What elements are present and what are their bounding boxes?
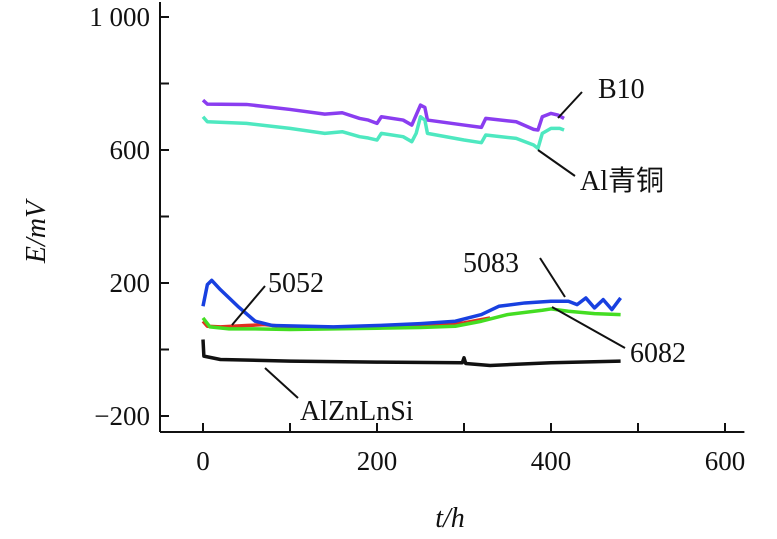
series-label-alznlnsi: AlZnLnSi xyxy=(300,396,414,427)
series-label-5052: 5052 xyxy=(268,268,324,299)
y-axis-label: E/mV xyxy=(21,198,52,264)
series-label-al-bronze: Al青铜 xyxy=(580,165,664,197)
x-tick-label: 200 xyxy=(357,446,398,476)
series-line-B10 xyxy=(201,98,565,132)
series-label-6082: 6082 xyxy=(630,338,686,369)
leader-6082 xyxy=(551,306,626,349)
leader-alznlnsi xyxy=(264,367,299,399)
series-label-5083: 5083 xyxy=(463,248,519,279)
leader-al-bronze xyxy=(537,149,576,177)
series-line-AlZnLnSi xyxy=(201,339,621,368)
leader-b10 xyxy=(557,91,583,119)
y-tick-label: 200 xyxy=(110,268,151,298)
x-tick-label: 600 xyxy=(705,446,746,476)
leader-5083 xyxy=(539,257,566,298)
leader-5052 xyxy=(231,285,266,326)
x-axis-label: t/h xyxy=(435,503,465,534)
series-line-5083 xyxy=(201,278,623,329)
x-tick-label: 400 xyxy=(531,446,572,476)
series-line-Al青铜 xyxy=(201,115,565,151)
y-tick-label: 1 000 xyxy=(89,2,150,32)
series-label-b10: B10 xyxy=(598,74,645,105)
y-tick-label: 600 xyxy=(110,135,151,165)
series-line-6082 xyxy=(201,307,621,332)
x-tick-label: 0 xyxy=(196,446,210,476)
y-tick-label: −200 xyxy=(94,401,150,431)
